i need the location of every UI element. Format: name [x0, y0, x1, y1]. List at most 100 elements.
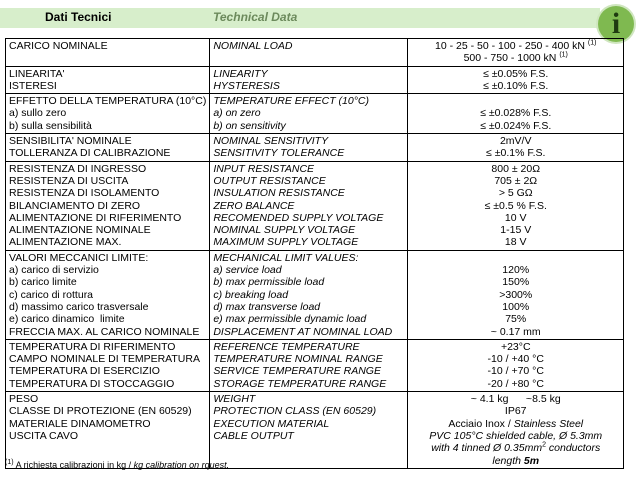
- cell-line: d) massimo carico trasversale: [9, 300, 149, 313]
- text: Acciaio Inox /: [448, 417, 514, 430]
- cell-line: b) max permissible load: [213, 276, 325, 289]
- cell-line: > 5 GΩ: [498, 187, 533, 200]
- cell-line: ISTERESI: [9, 79, 57, 92]
- italic-text: length: [492, 454, 524, 467]
- table-row: EFFETTO DELLA TEMPERATURA (10°C) a) sullo…: [4, 93, 624, 135]
- superscript: (1): [559, 51, 568, 59]
- spec-table: CARICO NOMINALE NOMINAL LOAD 10 - 25 - 50 …: [4, 38, 624, 469]
- text: 500 - 750 - 1000 kN: [463, 52, 560, 65]
- cell-line: LINEARITY: [213, 67, 268, 80]
- cell-line: ~ 4.1 kg ~8.5 kg: [470, 393, 561, 406]
- cell-line: b) sulla sensibilità: [9, 119, 92, 132]
- table-row: PESO CLASSE DI PROTEZIONE (EN 60529) MATER…: [4, 391, 624, 469]
- english-cell: REFERENCE TEMPERATURE TEMPERATURE NOMINAL…: [209, 338, 409, 393]
- cell-line: VALORI MECCANICI LIMITE:: [9, 251, 149, 264]
- info-icon: i: [598, 6, 634, 42]
- superscript: (1): [587, 39, 597, 47]
- cell-line: Acciaio Inox / Stainless Steel: [411, 418, 620, 430]
- cell-line: WEIGHT: [213, 393, 256, 406]
- cell-line: -20 / +80 °C: [487, 377, 544, 390]
- italian-cell: CARICO NOMINALE: [4, 38, 211, 67]
- value-cell: 2mV/V ≤ ±0.1% F.S.: [407, 133, 624, 162]
- cell-line: RESISTENZA DI ISOLAMENTO: [9, 187, 160, 200]
- cell-line: a) sullo zero: [9, 107, 67, 120]
- cell-line: ≤ ±0.024% F.S.: [480, 119, 552, 132]
- italic-text: conductors: [545, 442, 601, 455]
- cell-line: STORAGE TEMPERATURE RANGE: [213, 377, 387, 390]
- cell-line: SENSITIVITY TOLERANCE: [213, 147, 345, 160]
- cell-line: 150%: [502, 276, 530, 289]
- table-row: RESISTENZA DI INGRESSO RESISTENZA DI USCI…: [4, 160, 624, 251]
- header-bar: [0, 8, 600, 28]
- value-cell: ~ 4.1 kg ~8.5 kg IP67 Acciaio Inox / Stain…: [407, 391, 624, 469]
- cell-line: 1-15 V: [500, 224, 532, 237]
- cell-line: EXECUTION MATERIAL: [213, 417, 330, 430]
- cell-line: TOLLERANZA DI CALIBRAZIONE: [9, 147, 171, 160]
- cell-line: SENSIBILITA' NOMINALE: [9, 135, 132, 148]
- superscript: 2: [542, 441, 546, 449]
- cell-line: USCITA CAVO: [9, 429, 79, 442]
- cell-line: CARICO NOMINALE: [9, 40, 108, 52]
- bold-text: 5m: [523, 454, 540, 467]
- english-cell: WEIGHT PROTECTION CLASS (EN 60529) EXECUTI…: [209, 391, 409, 469]
- english-cell: MECHANICAL LIMIT VALUES: a) service load b…: [209, 249, 409, 340]
- italic-text: kg calibration on rquest.: [133, 460, 230, 470]
- cell-line: PROTECTION CLASS (EN 60529): [213, 405, 377, 418]
- cell-line: FRECCIA MAX. AL CARICO NOMINALE: [9, 325, 200, 338]
- cell-line: 10 V: [504, 211, 527, 224]
- cell-line: NOMINAL LOAD: [213, 40, 293, 52]
- cell-line: -10 / +70 °C: [487, 365, 544, 378]
- blank-line: [411, 252, 620, 264]
- cell-line: ≤ ±0.05% F.S.: [483, 67, 549, 80]
- value-cell: 800 ± 20Ω 705 ± 2Ω > 5 GΩ ≤ ±0.5 % F.S. 10 V…: [407, 160, 624, 251]
- cell-line: 100%: [502, 300, 530, 313]
- value-cell: ≤ ±0.05% F.S. ≤ ±0.10% F.S.: [407, 65, 624, 95]
- cell-line: CABLE OUTPUT: [213, 429, 294, 442]
- table-row: TEMPERATURA DI RIFERIMENTO CAMPO NOMINALE…: [4, 338, 624, 393]
- italian-cell: TEMPERATURA DI RIFERIMENTO CAMPO NOMINALE…: [4, 338, 211, 393]
- table-row: SENSIBILITA' NOMINALE TOLLERANZA DI CALIB…: [4, 133, 624, 162]
- table-row: VALORI MECCANICI LIMITE: a) carico di ser…: [4, 249, 624, 340]
- cell-line: ≤ ±0.028% F.S.: [480, 107, 552, 120]
- cell-line: a) on zero: [213, 107, 261, 120]
- english-cell: INPUT RESISTANCE OUTPUT RESISTANCE INSULAT…: [209, 160, 409, 251]
- cell-line: 120%: [502, 264, 530, 277]
- cell-line: HYSTERESIS: [213, 79, 280, 92]
- superscript: (1): [5, 459, 14, 466]
- cell-line: TEMPERATURA DI ESERCIZIO: [9, 365, 160, 378]
- value-cell: 120% 150% >300% 100% 75% ~ 0.17 mm: [407, 249, 624, 340]
- cell-line: ≤ ±0.1% F.S.: [486, 147, 546, 160]
- cell-line: 2mV/V: [499, 135, 532, 148]
- cell-line: 705 ± 2Ω: [494, 174, 538, 187]
- cell-line: b) carico limite: [9, 276, 77, 289]
- cell-line: RECOMENDED SUPPLY VOLTAGE: [213, 211, 384, 224]
- cell-line: a) carico di servizio: [9, 264, 99, 277]
- cell-line: c) carico di rottura: [9, 288, 94, 301]
- cell-line: PVC 105°C shielded cable, Ø 5.3mm: [411, 430, 620, 442]
- value-cell: ≤ ±0.028% F.S. ≤ ±0.024% F.S.: [407, 93, 624, 135]
- italic-text: PVC 105°C shielded cable, Ø 5.3mm: [429, 429, 603, 442]
- english-cell: LINEARITY HYSTERESIS: [209, 65, 409, 95]
- cell-line: TEMPERATURE EFFECT (10°C): [213, 95, 370, 108]
- table-row: CARICO NOMINALE NOMINAL LOAD 10 - 25 - 50 …: [4, 38, 624, 67]
- cell-line: 75%: [505, 313, 527, 326]
- cell-line: IP67: [504, 405, 527, 418]
- cell-line: ALIMENTAZIONE NOMINALE: [9, 224, 151, 237]
- cell-line: DISPLACEMENT AT NOMINAL LOAD: [213, 325, 393, 338]
- italic-text: Stainless Steel: [513, 417, 584, 430]
- cell-line: NOMINAL SENSITIVITY: [213, 135, 329, 148]
- cell-line: ≤ ±0.5 % F.S.: [484, 199, 547, 212]
- cell-line: +23°C: [500, 340, 531, 353]
- cell-line: CAMPO NOMINALE DI TEMPERATURA: [9, 353, 200, 366]
- cell-line: d) max transverse load: [213, 300, 321, 313]
- cell-line: EFFETTO DELLA TEMPERATURA (10°C): [9, 95, 207, 108]
- cell-line: LINEARITA': [9, 67, 65, 80]
- text: A richiesta calibrazioni in kg /: [13, 460, 134, 470]
- title: Dati Tecnici: [45, 10, 112, 24]
- value-cell: 10 - 25 - 50 - 100 - 250 - 400 kN (1) 500…: [407, 38, 624, 67]
- cell-line: 18 V: [504, 236, 527, 249]
- cell-line: OUTPUT RESISTANCE: [213, 174, 326, 187]
- table-row: LINEARITA' ISTERESI LINEARITY HYSTERESIS ≤ ±…: [4, 65, 624, 95]
- cell-line: NOMINAL SUPPLY VOLTAGE: [213, 224, 356, 237]
